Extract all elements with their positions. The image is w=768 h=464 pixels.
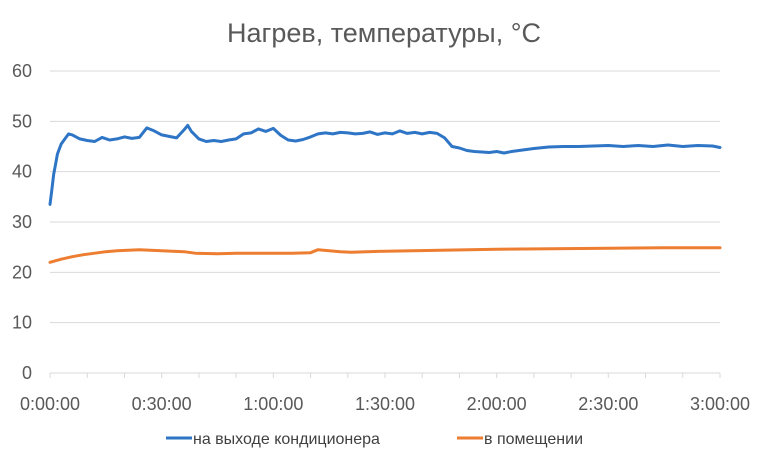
gridlines — [50, 70, 720, 374]
x-tick-label: 1:00:00 — [243, 394, 303, 414]
x-tick-label: 2:00:00 — [467, 394, 527, 414]
legend-label-room: в помещении — [484, 431, 583, 448]
x-tick-label: 3:00:00 — [690, 394, 750, 414]
series-lines — [48, 123, 722, 264]
legend: на выходе кондиционера в помещении — [166, 431, 583, 448]
y-axis-ticks: 0 10 20 30 40 50 60 — [12, 61, 32, 383]
y-tick-label: 0 — [22, 363, 32, 383]
series-line-outlet — [48, 123, 722, 206]
x-axis-ticks: 0:00:00 0:30:00 1:00:00 1:30:00 2:00:00 2:30:… — [20, 373, 750, 414]
y-tick-label: 10 — [12, 313, 32, 333]
y-tick-label: 40 — [12, 162, 32, 182]
x-tick-label: 0:00:00 — [20, 394, 80, 414]
series-line-room — [48, 246, 722, 264]
y-tick-label: 30 — [12, 212, 32, 232]
x-tick-label: 0:30:00 — [132, 394, 192, 414]
chart-title: Нагрев, температуры, °C — [227, 18, 541, 48]
y-tick-label: 50 — [12, 111, 32, 131]
y-tick-label: 20 — [12, 262, 32, 282]
legend-label-outlet: на выходе кондиционера — [193, 431, 380, 448]
y-tick-label: 60 — [12, 61, 32, 81]
x-tick-label: 1:30:00 — [355, 394, 415, 414]
x-tick-label: 2:30:00 — [578, 394, 638, 414]
